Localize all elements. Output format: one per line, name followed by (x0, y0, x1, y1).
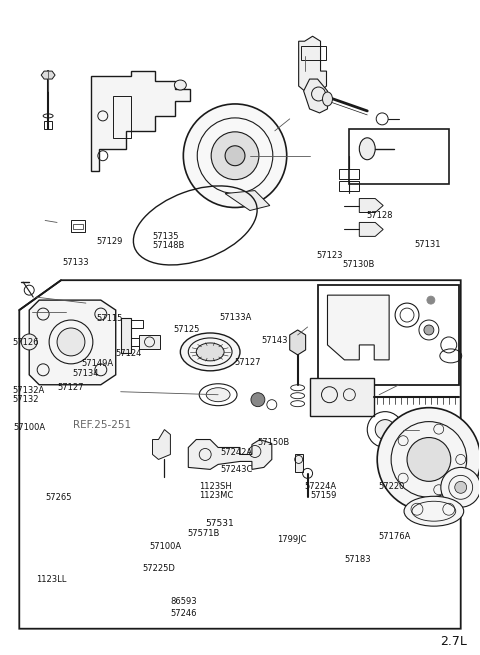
Bar (120, 318, 131, 353)
Text: 57124: 57124 (115, 349, 141, 358)
Text: 2.7L: 2.7L (440, 635, 467, 648)
Circle shape (183, 104, 287, 208)
Polygon shape (360, 223, 383, 236)
Text: 1123MC: 1123MC (199, 491, 233, 500)
Polygon shape (327, 295, 389, 360)
Text: 57126: 57126 (12, 338, 38, 347)
Circle shape (441, 468, 480, 507)
Text: 57176A: 57176A (378, 532, 411, 541)
Bar (131, 320, 143, 328)
Text: 57224A: 57224A (304, 482, 336, 491)
Text: 57531: 57531 (205, 519, 234, 528)
Circle shape (424, 325, 434, 335)
Circle shape (377, 407, 480, 511)
Text: 57133: 57133 (62, 258, 89, 267)
Bar (113, 96, 131, 138)
Text: 57135: 57135 (152, 232, 179, 240)
Polygon shape (360, 198, 383, 212)
Text: 57100A: 57100A (149, 542, 181, 551)
Text: 57148B: 57148B (152, 241, 185, 250)
Text: 57265: 57265 (45, 493, 72, 502)
Ellipse shape (360, 138, 375, 160)
Text: 57131: 57131 (414, 240, 441, 248)
Text: 57242A: 57242A (220, 448, 252, 457)
Text: 57149A: 57149A (82, 359, 114, 368)
Text: 57130B: 57130B (343, 260, 375, 269)
Text: 57132: 57132 (12, 395, 38, 403)
Polygon shape (153, 430, 170, 459)
Text: 57571B: 57571B (188, 529, 220, 538)
Text: 1799JC: 1799JC (277, 535, 307, 544)
Text: 57125: 57125 (173, 325, 200, 334)
Bar (131, 338, 143, 346)
Text: 57127: 57127 (234, 358, 261, 367)
Polygon shape (304, 79, 327, 113)
Bar (73, 225, 83, 229)
Text: 57183: 57183 (344, 555, 371, 564)
Circle shape (57, 328, 85, 356)
Circle shape (427, 296, 435, 304)
Text: 57133A: 57133A (219, 312, 252, 322)
Text: 57246: 57246 (170, 609, 197, 618)
Text: 57134: 57134 (72, 369, 98, 379)
Circle shape (211, 132, 259, 179)
Bar (310, 378, 374, 416)
Bar (44, 121, 52, 129)
Ellipse shape (323, 92, 333, 106)
Polygon shape (41, 71, 55, 79)
Text: 57127: 57127 (58, 383, 84, 392)
Ellipse shape (404, 496, 464, 526)
Polygon shape (188, 440, 272, 470)
Circle shape (407, 438, 451, 481)
Circle shape (21, 334, 37, 350)
Ellipse shape (180, 333, 240, 371)
Ellipse shape (206, 388, 230, 402)
Ellipse shape (174, 80, 186, 90)
Bar (71, 221, 85, 233)
Circle shape (225, 146, 245, 166)
Bar (139, 335, 160, 349)
Text: 86593: 86593 (170, 597, 197, 606)
Circle shape (375, 420, 395, 440)
Polygon shape (299, 36, 326, 91)
Text: 57123: 57123 (316, 252, 343, 260)
Bar (295, 455, 302, 472)
Circle shape (251, 393, 265, 407)
Bar (349, 129, 449, 183)
Text: REF.25-251: REF.25-251 (73, 420, 131, 430)
Circle shape (455, 481, 467, 493)
Text: 57132A: 57132A (12, 386, 44, 395)
Polygon shape (290, 330, 306, 355)
Text: 57100A: 57100A (13, 422, 46, 432)
Polygon shape (29, 300, 116, 384)
Text: 57128: 57128 (366, 211, 393, 220)
Bar (318, 285, 459, 384)
Bar (300, 47, 326, 60)
Ellipse shape (196, 343, 224, 361)
Text: 57150B: 57150B (257, 438, 289, 447)
Polygon shape (225, 191, 270, 210)
Polygon shape (91, 71, 190, 171)
Text: 1123LL: 1123LL (36, 575, 66, 584)
Text: 57220: 57220 (378, 482, 405, 491)
Text: 57159: 57159 (311, 491, 337, 500)
Text: 57243C: 57243C (220, 465, 253, 474)
Text: 57225D: 57225D (142, 564, 175, 572)
Text: 1123SH: 1123SH (199, 482, 232, 491)
Text: 57115: 57115 (97, 314, 123, 323)
Text: 57143: 57143 (262, 336, 288, 345)
Text: 57129: 57129 (97, 237, 123, 246)
